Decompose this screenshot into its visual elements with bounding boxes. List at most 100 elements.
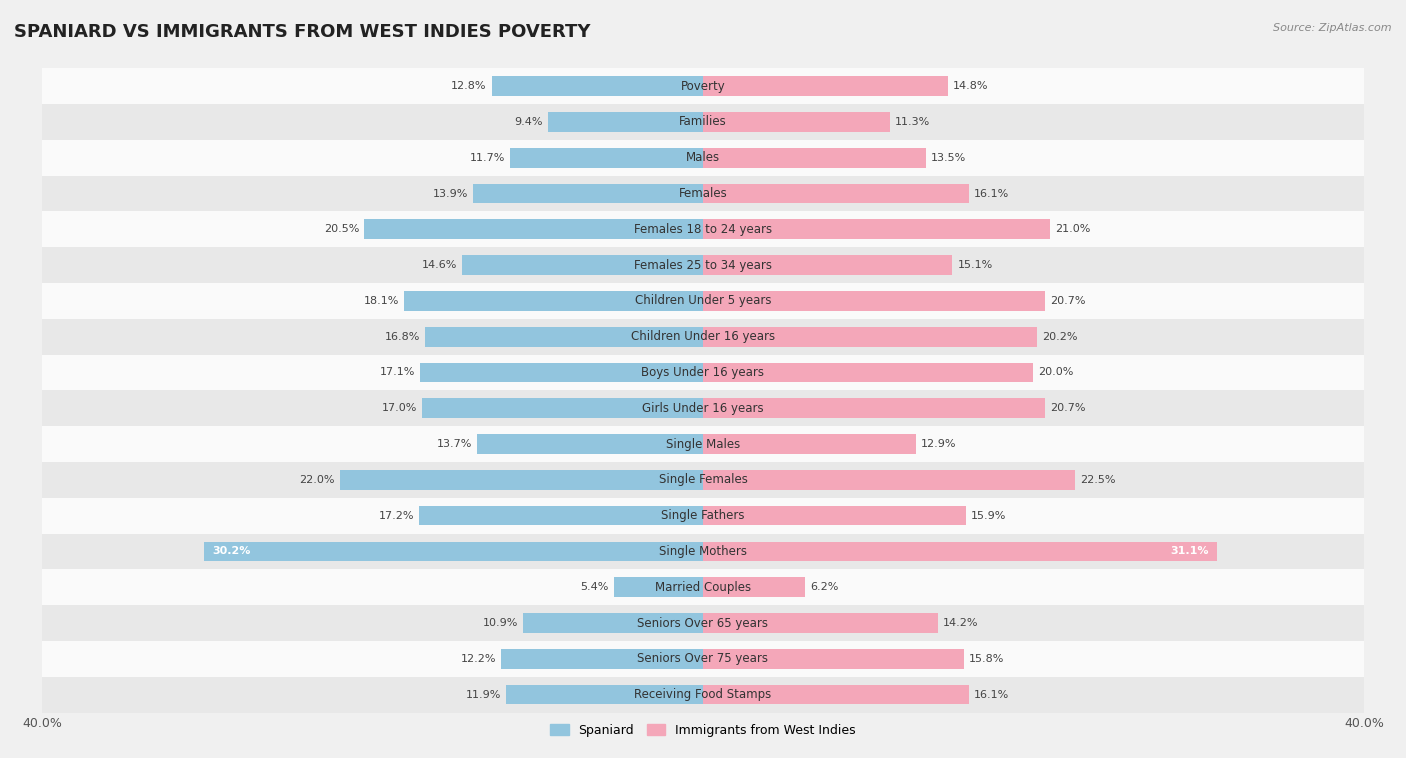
- Bar: [42, 677, 1364, 713]
- Text: 10.9%: 10.9%: [482, 618, 517, 628]
- Legend: Spaniard, Immigrants from West Indies: Spaniard, Immigrants from West Indies: [546, 719, 860, 742]
- Bar: [42, 176, 1364, 211]
- Bar: [204, 542, 703, 561]
- Bar: [42, 426, 1364, 462]
- Bar: [548, 112, 703, 132]
- Bar: [492, 77, 703, 96]
- Bar: [42, 534, 1364, 569]
- Text: 20.5%: 20.5%: [323, 224, 360, 234]
- Text: Boys Under 16 years: Boys Under 16 years: [641, 366, 765, 379]
- Bar: [703, 434, 917, 454]
- Bar: [42, 319, 1364, 355]
- Bar: [477, 434, 703, 454]
- Bar: [614, 578, 703, 597]
- Bar: [510, 148, 703, 168]
- Text: 31.1%: 31.1%: [1170, 547, 1209, 556]
- Bar: [42, 104, 1364, 139]
- Text: 20.7%: 20.7%: [1050, 296, 1085, 306]
- Text: Children Under 5 years: Children Under 5 years: [634, 294, 772, 308]
- Bar: [419, 506, 703, 525]
- Text: 16.8%: 16.8%: [385, 332, 420, 342]
- Bar: [42, 498, 1364, 534]
- Bar: [506, 684, 703, 704]
- Text: Children Under 16 years: Children Under 16 years: [631, 330, 775, 343]
- Text: 12.8%: 12.8%: [451, 81, 486, 91]
- Text: 6.2%: 6.2%: [810, 582, 839, 592]
- Text: Families: Families: [679, 115, 727, 128]
- Text: 18.1%: 18.1%: [364, 296, 399, 306]
- Text: 16.1%: 16.1%: [974, 690, 1010, 700]
- Text: SPANIARD VS IMMIGRANTS FROM WEST INDIES POVERTY: SPANIARD VS IMMIGRANTS FROM WEST INDIES …: [14, 23, 591, 41]
- Text: Single Fathers: Single Fathers: [661, 509, 745, 522]
- Bar: [703, 77, 948, 96]
- Bar: [703, 613, 938, 633]
- Text: Single Males: Single Males: [666, 437, 740, 450]
- Bar: [703, 112, 890, 132]
- Text: 20.7%: 20.7%: [1050, 403, 1085, 413]
- Text: 22.5%: 22.5%: [1080, 475, 1115, 485]
- Bar: [474, 183, 703, 203]
- Text: Females 18 to 24 years: Females 18 to 24 years: [634, 223, 772, 236]
- Bar: [42, 355, 1364, 390]
- Text: Males: Males: [686, 151, 720, 164]
- Text: 5.4%: 5.4%: [581, 582, 609, 592]
- Text: 20.0%: 20.0%: [1039, 368, 1074, 377]
- Bar: [42, 462, 1364, 498]
- Bar: [42, 211, 1364, 247]
- Text: 12.9%: 12.9%: [921, 439, 956, 449]
- Bar: [703, 291, 1045, 311]
- Text: Single Mothers: Single Mothers: [659, 545, 747, 558]
- Bar: [703, 362, 1033, 382]
- Bar: [703, 183, 969, 203]
- Bar: [404, 291, 703, 311]
- Bar: [42, 283, 1364, 319]
- Text: 11.3%: 11.3%: [894, 117, 929, 127]
- Bar: [703, 327, 1036, 346]
- Bar: [703, 470, 1074, 490]
- Text: 15.8%: 15.8%: [969, 654, 1004, 664]
- Text: 13.7%: 13.7%: [436, 439, 471, 449]
- Text: Married Couples: Married Couples: [655, 581, 751, 594]
- Text: 9.4%: 9.4%: [515, 117, 543, 127]
- Text: Females 25 to 34 years: Females 25 to 34 years: [634, 258, 772, 271]
- Bar: [42, 139, 1364, 176]
- Text: 11.9%: 11.9%: [465, 690, 502, 700]
- Bar: [703, 506, 966, 525]
- Text: 14.6%: 14.6%: [422, 260, 457, 270]
- Bar: [42, 641, 1364, 677]
- Text: Poverty: Poverty: [681, 80, 725, 92]
- Bar: [364, 220, 703, 239]
- Text: 17.0%: 17.0%: [382, 403, 418, 413]
- Bar: [339, 470, 703, 490]
- Text: Seniors Over 75 years: Seniors Over 75 years: [637, 653, 769, 666]
- Bar: [42, 68, 1364, 104]
- Bar: [523, 613, 703, 633]
- Bar: [703, 649, 965, 669]
- Bar: [422, 399, 703, 418]
- Text: 22.0%: 22.0%: [299, 475, 335, 485]
- Text: Girls Under 16 years: Girls Under 16 years: [643, 402, 763, 415]
- Text: 11.7%: 11.7%: [470, 152, 505, 163]
- Bar: [703, 684, 969, 704]
- Text: Seniors Over 65 years: Seniors Over 65 years: [637, 616, 769, 630]
- Text: Receiving Food Stamps: Receiving Food Stamps: [634, 688, 772, 701]
- Bar: [502, 649, 703, 669]
- Text: 21.0%: 21.0%: [1054, 224, 1090, 234]
- Bar: [703, 578, 806, 597]
- Text: 15.9%: 15.9%: [970, 511, 1007, 521]
- Bar: [426, 327, 703, 346]
- Bar: [703, 220, 1050, 239]
- Text: 12.2%: 12.2%: [461, 654, 496, 664]
- Bar: [42, 390, 1364, 426]
- Bar: [703, 255, 952, 275]
- Bar: [42, 605, 1364, 641]
- Text: 14.2%: 14.2%: [942, 618, 979, 628]
- Text: 13.9%: 13.9%: [433, 189, 468, 199]
- Bar: [461, 255, 703, 275]
- Bar: [703, 148, 927, 168]
- Text: 16.1%: 16.1%: [974, 189, 1010, 199]
- Text: 20.2%: 20.2%: [1042, 332, 1077, 342]
- Text: 13.5%: 13.5%: [931, 152, 966, 163]
- Text: 30.2%: 30.2%: [212, 547, 250, 556]
- Bar: [420, 362, 703, 382]
